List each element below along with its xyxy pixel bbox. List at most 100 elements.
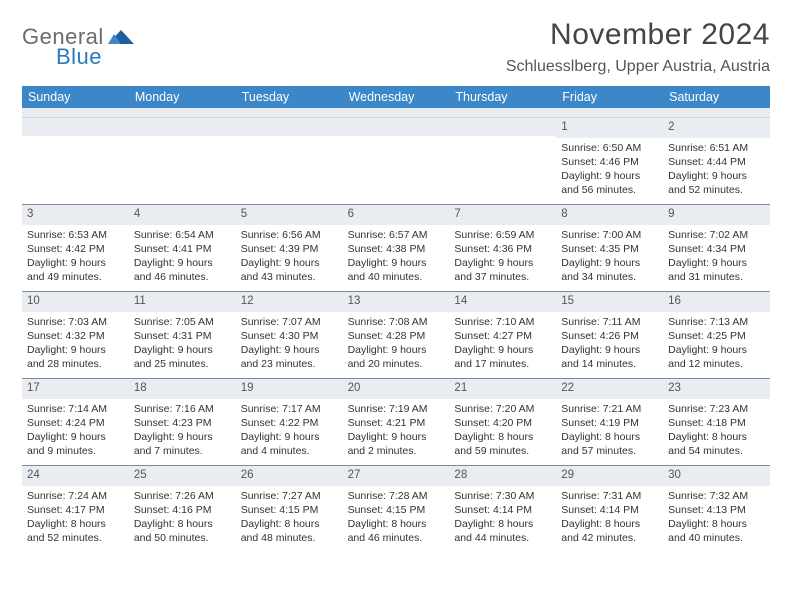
sunrise-text: Sunrise: 6:51 AM xyxy=(668,141,765,155)
day-cell: 6Sunrise: 6:57 AMSunset: 4:38 PMDaylight… xyxy=(343,205,450,291)
dow-cell: Sunday xyxy=(22,86,129,108)
day-cell: 8Sunrise: 7:00 AMSunset: 4:35 PMDaylight… xyxy=(556,205,663,291)
week-row: 1Sunrise: 6:50 AMSunset: 4:46 PMDaylight… xyxy=(22,118,770,204)
day-number xyxy=(449,118,556,136)
day-number: 18 xyxy=(129,379,236,399)
day-number: 24 xyxy=(22,466,129,486)
month-title: November 2024 xyxy=(506,18,770,52)
sunset-text: Sunset: 4:26 PM xyxy=(561,329,658,343)
sunrise-text: Sunrise: 7:23 AM xyxy=(668,402,765,416)
sunset-text: Sunset: 4:39 PM xyxy=(241,242,338,256)
day-number xyxy=(129,118,236,136)
sunrise-text: Sunrise: 6:57 AM xyxy=(348,228,445,242)
sunrise-text: Sunrise: 7:02 AM xyxy=(668,228,765,242)
day-cell: 14Sunrise: 7:10 AMSunset: 4:27 PMDayligh… xyxy=(449,292,556,378)
day-cell: 7Sunrise: 6:59 AMSunset: 4:36 PMDaylight… xyxy=(449,205,556,291)
daylight-text: Daylight: 8 hours and 59 minutes. xyxy=(454,430,551,458)
sunset-text: Sunset: 4:28 PM xyxy=(348,329,445,343)
location-label: Schluesslberg, Upper Austria, Austria xyxy=(506,58,770,76)
daylight-text: Daylight: 8 hours and 44 minutes. xyxy=(454,517,551,545)
day-number: 27 xyxy=(343,466,450,486)
day-cell: 19Sunrise: 7:17 AMSunset: 4:22 PMDayligh… xyxy=(236,379,343,465)
day-number: 23 xyxy=(663,379,770,399)
weeks-container: 1Sunrise: 6:50 AMSunset: 4:46 PMDaylight… xyxy=(22,118,770,552)
daylight-text: Daylight: 9 hours and 7 minutes. xyxy=(134,430,231,458)
day-of-week-row: SundayMondayTuesdayWednesdayThursdayFrid… xyxy=(22,86,770,108)
sunset-text: Sunset: 4:20 PM xyxy=(454,416,551,430)
day-cell: 22Sunrise: 7:21 AMSunset: 4:19 PMDayligh… xyxy=(556,379,663,465)
sunrise-text: Sunrise: 6:59 AM xyxy=(454,228,551,242)
sunset-text: Sunset: 4:27 PM xyxy=(454,329,551,343)
sunset-text: Sunset: 4:18 PM xyxy=(668,416,765,430)
day-cell: 29Sunrise: 7:31 AMSunset: 4:14 PMDayligh… xyxy=(556,466,663,552)
day-number: 10 xyxy=(22,292,129,312)
daylight-text: Daylight: 9 hours and 34 minutes. xyxy=(561,256,658,284)
day-number: 28 xyxy=(449,466,556,486)
daylight-text: Daylight: 8 hours and 48 minutes. xyxy=(241,517,338,545)
sunset-text: Sunset: 4:14 PM xyxy=(454,503,551,517)
day-cell xyxy=(343,118,450,204)
sunrise-text: Sunrise: 7:31 AM xyxy=(561,489,658,503)
sunset-text: Sunset: 4:22 PM xyxy=(241,416,338,430)
sunrise-text: Sunrise: 7:13 AM xyxy=(668,315,765,329)
day-number: 15 xyxy=(556,292,663,312)
day-number: 4 xyxy=(129,205,236,225)
title-block: November 2024 Schluesslberg, Upper Austr… xyxy=(506,18,770,76)
daylight-text: Daylight: 9 hours and 20 minutes. xyxy=(348,343,445,371)
day-cell: 11Sunrise: 7:05 AMSunset: 4:31 PMDayligh… xyxy=(129,292,236,378)
sunrise-text: Sunrise: 6:53 AM xyxy=(27,228,124,242)
day-number: 11 xyxy=(129,292,236,312)
day-cell: 25Sunrise: 7:26 AMSunset: 4:16 PMDayligh… xyxy=(129,466,236,552)
day-number: 9 xyxy=(663,205,770,225)
sunrise-text: Sunrise: 7:28 AM xyxy=(348,489,445,503)
sunrise-text: Sunrise: 6:56 AM xyxy=(241,228,338,242)
sunset-text: Sunset: 4:35 PM xyxy=(561,242,658,256)
daylight-text: Daylight: 8 hours and 50 minutes. xyxy=(134,517,231,545)
sunset-text: Sunset: 4:21 PM xyxy=(348,416,445,430)
day-cell: 24Sunrise: 7:24 AMSunset: 4:17 PMDayligh… xyxy=(22,466,129,552)
sunset-text: Sunset: 4:23 PM xyxy=(134,416,231,430)
day-number: 16 xyxy=(663,292,770,312)
sunset-text: Sunset: 4:44 PM xyxy=(668,155,765,169)
header: General Blue November 2024 Schluesslberg… xyxy=(22,18,770,76)
sunset-text: Sunset: 4:38 PM xyxy=(348,242,445,256)
day-number: 8 xyxy=(556,205,663,225)
logo-text-blue: Blue xyxy=(56,44,102,70)
day-number: 22 xyxy=(556,379,663,399)
day-number: 2 xyxy=(663,118,770,138)
sunset-text: Sunset: 4:32 PM xyxy=(27,329,124,343)
dow-cell: Friday xyxy=(556,86,663,108)
sunset-text: Sunset: 4:14 PM xyxy=(561,503,658,517)
sunset-text: Sunset: 4:34 PM xyxy=(668,242,765,256)
day-cell xyxy=(236,118,343,204)
day-cell: 5Sunrise: 6:56 AMSunset: 4:39 PMDaylight… xyxy=(236,205,343,291)
sunrise-text: Sunrise: 7:07 AM xyxy=(241,315,338,329)
day-number: 3 xyxy=(22,205,129,225)
calendar-page: General Blue November 2024 Schluesslberg… xyxy=(0,0,792,570)
daylight-text: Daylight: 9 hours and 40 minutes. xyxy=(348,256,445,284)
daylight-text: Daylight: 8 hours and 54 minutes. xyxy=(668,430,765,458)
day-cell: 27Sunrise: 7:28 AMSunset: 4:15 PMDayligh… xyxy=(343,466,450,552)
day-cell xyxy=(22,118,129,204)
day-number xyxy=(236,118,343,136)
week-row: 24 Sunrise: 7:24 AMSunset: 4:17 PM Dayligh… xyxy=(22,465,770,552)
header-spacer xyxy=(22,108,770,118)
daylight-text: Daylight: 9 hours and 28 minutes. xyxy=(27,343,124,371)
sunrise-text: Sunrise: 7:24 AM xyxy=(27,489,124,503)
sunrise-text: Sunrise: 7:30 AM xyxy=(454,489,551,503)
sunrise-text: Sunrise: 7:05 AM xyxy=(134,315,231,329)
sunrise-text: Sunrise: 7:03 AM xyxy=(27,315,124,329)
sunset-text: Sunset: 4:17 PM xyxy=(27,503,124,517)
day-number: 17 xyxy=(22,379,129,399)
daylight-text: Daylight: 9 hours and 49 minutes. xyxy=(27,256,124,284)
day-cell: 20Sunrise: 7:19 AMSunset: 4:21 PMDayligh… xyxy=(343,379,450,465)
day-cell: 4Sunrise: 6:54 AMSunset: 4:41 PMDaylight… xyxy=(129,205,236,291)
day-number: 25 xyxy=(129,466,236,486)
daylight-text: Daylight: 9 hours and 25 minutes. xyxy=(134,343,231,371)
logo-wing-icon xyxy=(108,26,134,49)
sunrise-text: Sunrise: 7:21 AM xyxy=(561,402,658,416)
day-cell: 16Sunrise: 7:13 AMSunset: 4:25 PMDayligh… xyxy=(663,292,770,378)
day-number: 20 xyxy=(343,379,450,399)
sunrise-text: Sunrise: 7:32 AM xyxy=(668,489,765,503)
day-cell: 18Sunrise: 7:16 AMSunset: 4:23 PMDayligh… xyxy=(129,379,236,465)
